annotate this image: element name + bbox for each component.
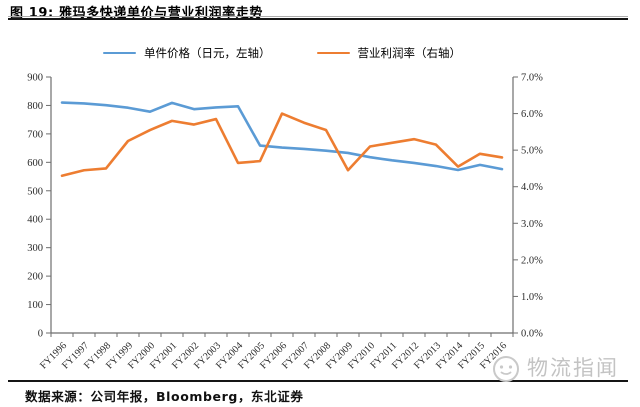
margin-line [60, 112, 504, 178]
right-axis-tick-label: 1.0% [521, 292, 543, 303]
left-axis-tick-label: 200 [27, 272, 43, 283]
face-logo-icon [493, 356, 519, 382]
left-axis-tick-label: 500 [27, 186, 43, 197]
watermark-text: 物流指闻 [527, 355, 619, 380]
left-axis-tick-label: 100 [27, 300, 43, 311]
left-axis-tick-label: 300 [27, 243, 43, 254]
figure-title: 图 19: 雅玛多快递单价与营业利润率走势 [10, 6, 263, 21]
margin-line-marker [316, 51, 350, 55]
right-axis-tick-label: 6.0% [521, 109, 543, 120]
footer-divider [8, 379, 628, 382]
data-source-note: 数据来源：公司年报，Bloomberg，东北证券 [25, 389, 304, 404]
title-divider-thin [8, 15, 628, 17]
right-axis-tick-label: 4.0% [521, 182, 543, 193]
right-axis-tick-label: 2.0% [521, 255, 543, 266]
left-axis-tick-label: 400 [27, 215, 43, 226]
right-axis-tick-label: 5.0% [521, 146, 543, 157]
right-axis-tick-label: 3.0% [521, 219, 543, 230]
unit-price-line [60, 101, 504, 172]
left-axis-tick-label: 0 [38, 329, 43, 340]
left-axis-tick-label: 700 [27, 129, 43, 140]
unit-price-line-marker [103, 51, 136, 55]
right-axis-tick-label: 7.0% [521, 73, 543, 84]
margin-legend-label: 营业利润率（右轴） [357, 46, 462, 60]
left-axis-tick-label: 800 [27, 101, 43, 112]
left-axis-tick-label: 600 [27, 158, 43, 169]
watermark-logo: 物流指闻 [490, 352, 619, 384]
chart-legend: 单件价格（日元，左轴） 营业利润率（右轴） [0, 45, 564, 61]
title-divider-thick [8, 18, 628, 21]
right-axis-tick-label: 0.0% [521, 329, 543, 340]
legend-item-margin: 营业利润率（右轴） [316, 45, 462, 61]
unit-price-legend-label: 单件价格（日元，左轴） [144, 46, 271, 60]
left-axis-tick-label: 900 [27, 73, 43, 84]
legend-item-unit-price: 单件价格（日元，左轴） [103, 45, 271, 61]
